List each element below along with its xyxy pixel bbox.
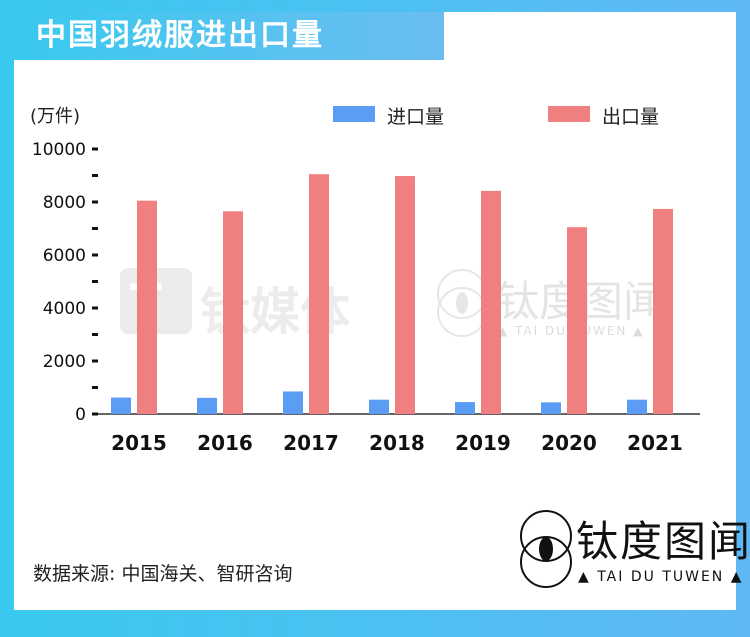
y-tick (92, 333, 98, 336)
brand-subtitle: ▲ TAI DU TUWEN ▲ (578, 569, 744, 585)
x-tick-label: 2016 (197, 431, 253, 455)
y-tick-label: 8000 (43, 193, 86, 213)
x-tick-label: 2017 (283, 431, 339, 455)
y-tick (92, 227, 98, 230)
bar-import (111, 397, 131, 414)
bar-import (455, 402, 475, 414)
y-tick-label: 4000 (43, 299, 86, 319)
y-tick (92, 412, 98, 416)
y-axis-unit: (万件) (30, 106, 81, 127)
y-tick-label: 0 (75, 405, 86, 425)
bar-import (541, 402, 561, 414)
y-tick-label: 2000 (43, 352, 86, 372)
bar-export (395, 176, 415, 414)
y-tick (92, 200, 98, 204)
y-tick (92, 359, 98, 363)
brand-eye-icon (520, 510, 572, 588)
bar-export (653, 208, 673, 414)
legend-export-swatch (548, 106, 590, 122)
x-tick-label: 2015 (111, 431, 167, 455)
bar-export (567, 227, 587, 414)
chart-title: 中国羽绒服进出口量 (36, 18, 324, 53)
y-tick-label: 6000 (43, 246, 86, 266)
bar-import (627, 399, 647, 414)
bar-export (137, 200, 157, 414)
y-tick-label: 10000 (32, 140, 86, 160)
legend-import-label: 进口量 (387, 106, 445, 128)
y-tick (92, 386, 98, 389)
bar-export (481, 190, 501, 414)
y-tick (92, 147, 98, 151)
bar-import (369, 399, 389, 414)
bar-export (223, 211, 243, 414)
brand-name: 钛度图闻 (576, 517, 750, 566)
y-tick (92, 280, 98, 283)
x-tick-label: 2019 (455, 431, 511, 455)
x-tick-label: 2020 (541, 431, 597, 455)
y-tick (92, 253, 98, 257)
title-banner (14, 12, 444, 60)
legend-import-swatch (333, 106, 375, 122)
y-tick (92, 174, 98, 177)
legend-export-label: 出口量 (602, 106, 660, 128)
bar-import (283, 391, 303, 414)
x-tick-label: 2021 (627, 431, 683, 455)
y-tick (92, 306, 98, 310)
x-tick-label: 2018 (369, 431, 425, 455)
bar-export (309, 174, 329, 414)
bar-import (197, 397, 217, 414)
data-source: 数据来源: 中国海关、智研咨询 (33, 563, 293, 585)
